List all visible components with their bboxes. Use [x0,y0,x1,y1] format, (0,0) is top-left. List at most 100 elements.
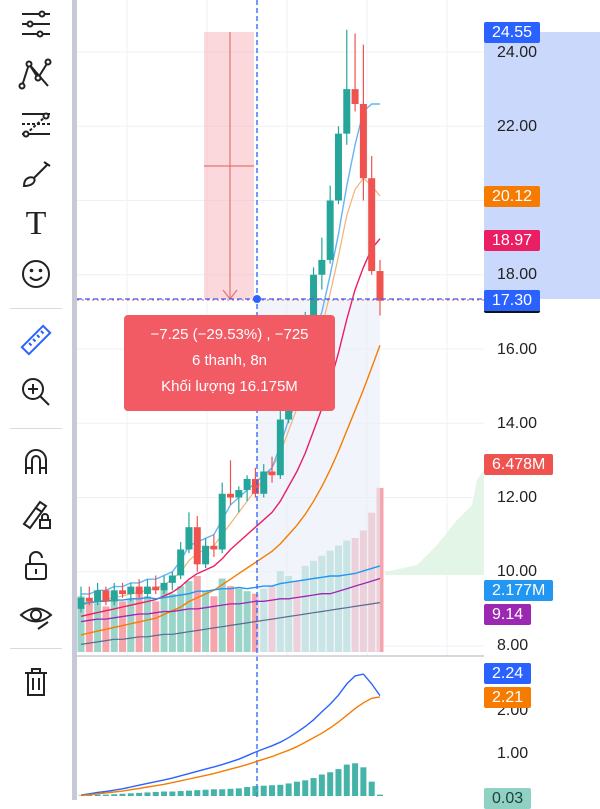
indicator-histogram-bar [369,782,375,796]
toolbar-divider [10,308,62,309]
candle-body [260,472,267,494]
candle-body [86,598,93,602]
indicator-histogram-bar [178,791,184,796]
candle-body [94,590,101,601]
indicator-histogram-bar [111,794,117,796]
indicator-histogram-bar [95,795,101,796]
candle-body [310,275,317,320]
trend-lines-icon[interactable] [14,4,58,44]
indicator-histogram-bar [244,787,250,796]
current-price-badge: 17.30 [484,290,540,313]
tooltip-change: −7.25 (−29.53%) , −725 [124,322,335,348]
candle-body [219,494,226,550]
pattern-icon[interactable] [14,54,58,94]
measure-tooltip: −7.25 (−29.53%) , −725 6 thanh, 8n Khối … [124,315,335,411]
unlock-icon[interactable] [14,546,58,586]
volume-ma-badge: 2.177M [484,580,553,601]
candle-body [335,134,342,201]
price-axis-label: 18.00 [497,266,537,284]
indicator-histogram-bar [352,763,358,796]
toolbar-divider [10,648,62,649]
indicator-green-badge: 0.03 [484,788,531,809]
candle-body [318,260,325,275]
indicator-histogram-bar [252,786,258,796]
brush-icon[interactable] [14,154,58,194]
indicator-histogram-bar [360,767,366,796]
price-axis-label: 22.00 [497,118,537,136]
indicator-histogram-bar [261,786,267,796]
tooltip-volume: Khối lượng 16.175M [124,374,335,400]
indicator-axis-label: 1.00 [497,745,528,763]
drawing-toolbar: T [0,0,72,800]
candle-body [368,178,375,271]
lock-drawing-icon[interactable] [14,494,58,534]
indicator-histogram-bar [311,778,317,796]
ichimoku-cloud [385,470,484,575]
candle-body [136,587,143,594]
toolbar-divider [10,428,62,429]
indicator-histogram-bar [236,788,242,796]
volume-bar [152,601,159,652]
candle-body [111,590,118,601]
high-price-badge: 24.55 [484,22,540,43]
candle-body [202,546,209,565]
indicator-histogram-bar [377,795,383,796]
indicator-blue-badge: 2.24 [484,663,531,684]
ma-orange-badge: 20.12 [484,186,540,207]
text-tool-icon[interactable]: T [14,204,58,244]
price-axis-label: 24.00 [497,44,537,62]
price-axis-label: 14.00 [497,415,537,433]
volume-bar [94,599,101,652]
fibonacci-icon[interactable] [14,104,58,144]
indicator-histogram-bar [286,783,292,796]
candle-body [327,201,334,260]
indicator-histogram-bar [211,789,217,796]
indicator-histogram-bar [294,782,300,796]
candle-body [277,420,284,476]
candle-body [194,527,201,564]
candle-body [152,587,159,591]
price-axis-label: 8.00 [497,637,528,655]
indicator-histogram-bar [335,769,341,796]
indicator-histogram-bar [194,790,200,796]
candle-body [235,490,242,497]
indicator-histogram-bar [327,772,333,796]
indicator-histogram-bar [103,795,109,796]
indicator-histogram-bar [128,793,134,796]
indicator-histogram-bar [161,792,167,796]
volume-bar [185,581,192,652]
volume-bar [235,589,242,652]
candle-body [78,598,85,609]
eye-icon[interactable] [14,596,58,636]
price-range-highlight [484,32,600,299]
zoom-in-icon[interactable] [14,372,58,412]
volume-bar [244,591,251,652]
indicator-histogram-bar [228,789,234,796]
candle-body [227,494,234,498]
indicator-histogram-bar [153,792,159,796]
candle-body [377,271,384,301]
indicator-histogram-bar [302,780,308,796]
volume-bar [227,586,234,652]
indicator-histogram-bar [186,791,192,796]
magnet-icon[interactable] [14,442,58,482]
candle-body [144,587,151,594]
volume-bar [86,601,93,652]
ruler-icon[interactable] [14,320,58,360]
ma-pink-badge: 18.97 [484,230,540,251]
candle-body [360,104,367,178]
candle-body [185,527,192,549]
tooltip-bars: 6 thanh, 8n [124,348,335,374]
indicator-histogram-bar [203,790,209,796]
purple-line-badge: 9.14 [484,604,531,625]
candle-body [169,575,176,582]
trash-icon[interactable] [14,662,58,702]
candle-body [269,472,276,476]
emoji-icon[interactable] [14,254,58,294]
indicator-histogram-bar [319,774,325,796]
price-axis-label: 10.00 [497,563,537,581]
indicator-histogram-bar [169,792,175,796]
indicator-histogram-bar [144,792,150,796]
indicator-orange-line [81,697,380,796]
candle-body [161,583,168,590]
